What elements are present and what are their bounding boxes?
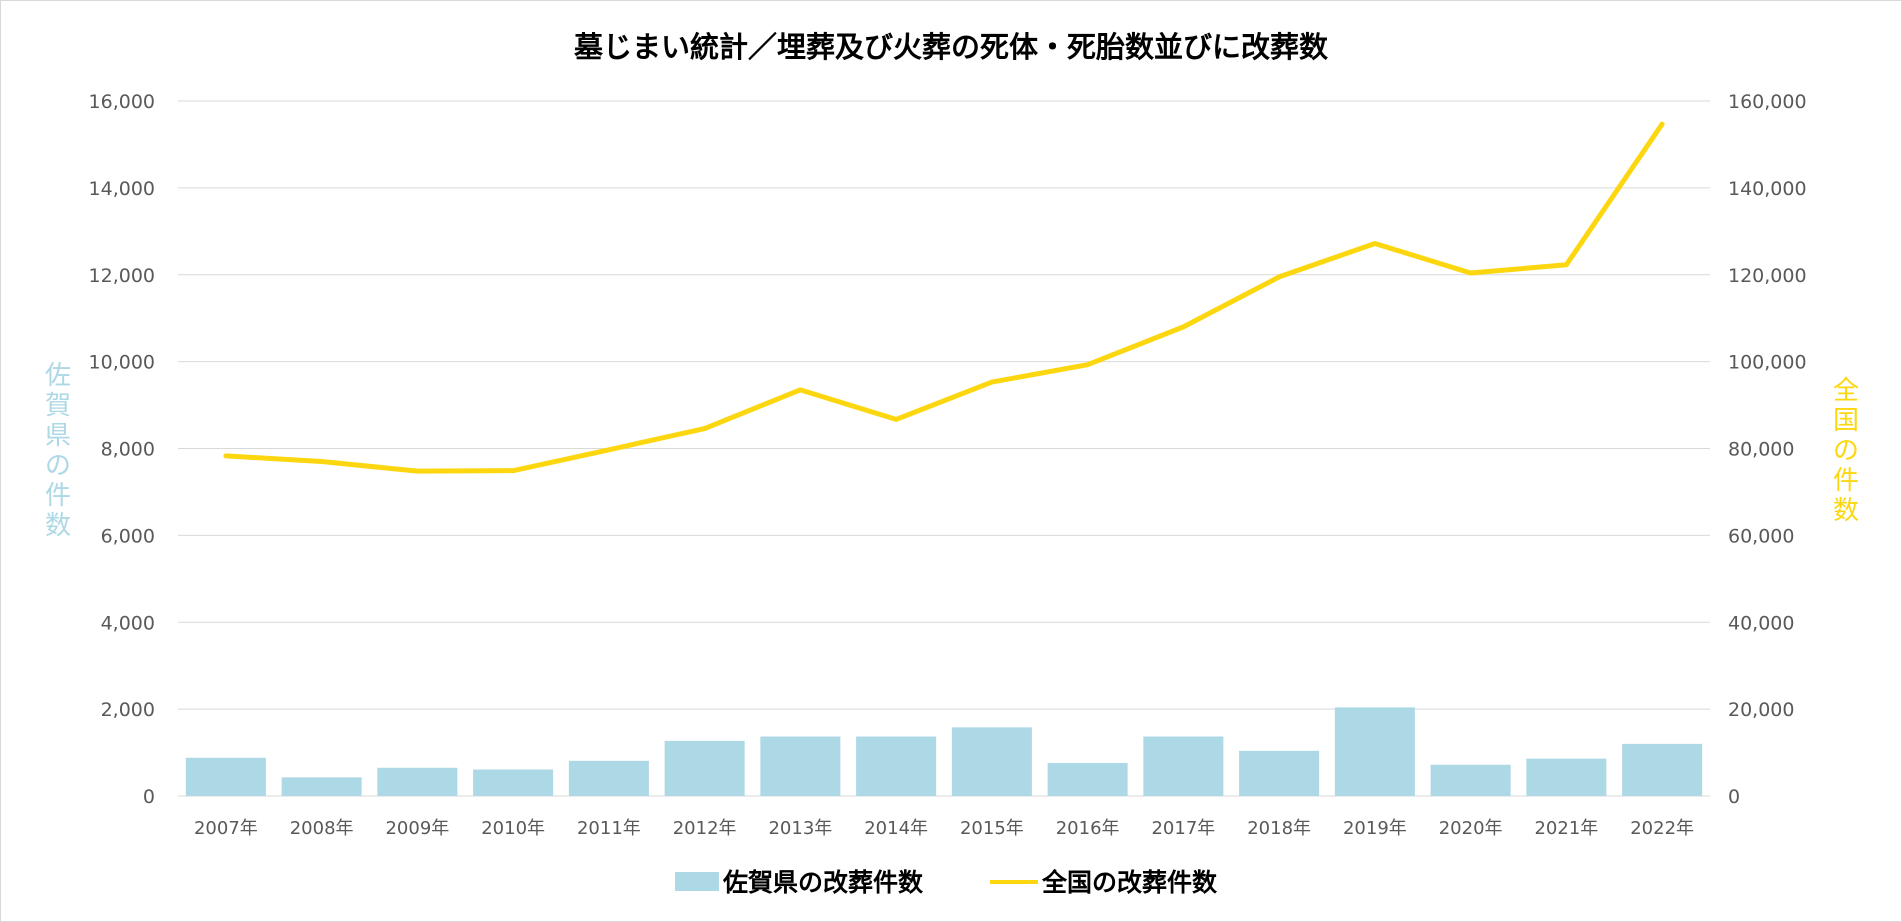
x-tick-label: 2010年 (481, 818, 545, 839)
bar-2016年 (1047, 762, 1128, 796)
legend-bar-swatch (675, 872, 719, 891)
x-tick-label: 2014年 (864, 818, 928, 839)
right-tick-label: 100,000 (1728, 352, 1807, 374)
bar-2009年 (377, 767, 458, 796)
right-tick-label: 160,000 (1728, 91, 1807, 113)
line-national-reburials (223, 121, 1665, 474)
bar-2021年 (1526, 758, 1607, 796)
legend: 佐賀県の改葬件数 全国の改葬件数 (675, 868, 1218, 897)
bar-2015年 (951, 727, 1032, 796)
left-tick-label: 16,000 (89, 91, 155, 113)
bar-2008年 (281, 777, 362, 796)
bar-series (185, 707, 1703, 796)
left-axis-ticks: 0 2,000 4,000 6,000 8,000 10,000 12,000 14,000 1… (89, 91, 155, 808)
left-tick-label: 6,000 (101, 525, 155, 547)
x-tick-label: 2007年 (194, 818, 258, 839)
x-tick-label: 2021年 (1534, 818, 1598, 839)
bar-2012年 (664, 740, 745, 796)
x-tick-label: 2017年 (1151, 818, 1215, 839)
x-axis-ticks: 2007年 2008年 2009年 2010年 2011年 2012年 2013年 2014年… (194, 818, 1694, 839)
left-axis-label: 佐賀県の件数 (45, 361, 71, 541)
bar-2013年 (760, 736, 841, 796)
right-tick-label: 20,000 (1728, 699, 1794, 721)
left-tick-label: 14,000 (89, 178, 155, 200)
x-tick-label: 2013年 (768, 818, 832, 839)
chart-title: 墓じまい統計／埋葬及び火葬の死体・死胎数並びに改葬数 (573, 30, 1329, 64)
right-axis-ticks: 0 20,000 40,000 60,000 80,000 100,000 120,000 1… (1728, 91, 1807, 808)
right-axis-label: 全国の件数 (1833, 376, 1859, 526)
right-tick-label: 40,000 (1728, 612, 1794, 634)
right-tick-label: 0 (1728, 786, 1740, 808)
legend-bar-label: 佐賀県の改葬件数 (722, 868, 924, 897)
left-tick-label: 2,000 (101, 699, 155, 721)
bar-2014年 (856, 736, 937, 796)
left-tick-label: 12,000 (89, 265, 155, 287)
x-tick-label: 2018年 (1247, 818, 1311, 839)
left-tick-label: 4,000 (101, 612, 155, 634)
bar-2010年 (473, 769, 554, 796)
x-tick-label: 2022年 (1630, 818, 1694, 839)
bar-2018年 (1239, 750, 1320, 796)
bar-2007年 (185, 757, 266, 796)
right-tick-label: 140,000 (1728, 178, 1807, 200)
bar-2011年 (568, 760, 649, 796)
x-tick-label: 2009年 (385, 818, 449, 839)
left-tick-label: 10,000 (89, 352, 155, 374)
left-tick-label: 8,000 (101, 439, 155, 461)
right-tick-label: 80,000 (1728, 439, 1794, 461)
right-tick-label: 120,000 (1728, 265, 1807, 287)
bar-2020年 (1430, 764, 1511, 796)
bar-2022年 (1622, 743, 1703, 796)
x-tick-label: 2008年 (290, 818, 354, 839)
x-tick-label: 2016年 (1056, 818, 1120, 839)
bar-2017年 (1143, 736, 1224, 796)
x-tick-label: 2015年 (960, 818, 1024, 839)
x-tick-label: 2019年 (1343, 818, 1407, 839)
left-tick-label: 0 (143, 786, 155, 808)
right-tick-label: 60,000 (1728, 525, 1794, 547)
x-tick-label: 2020年 (1439, 818, 1503, 839)
x-tick-label: 2011年 (577, 818, 641, 839)
x-tick-label: 2012年 (673, 818, 737, 839)
bar-2019年 (1334, 707, 1415, 796)
line-series (223, 121, 1665, 474)
legend-line-label: 全国の改葬件数 (1041, 868, 1218, 897)
